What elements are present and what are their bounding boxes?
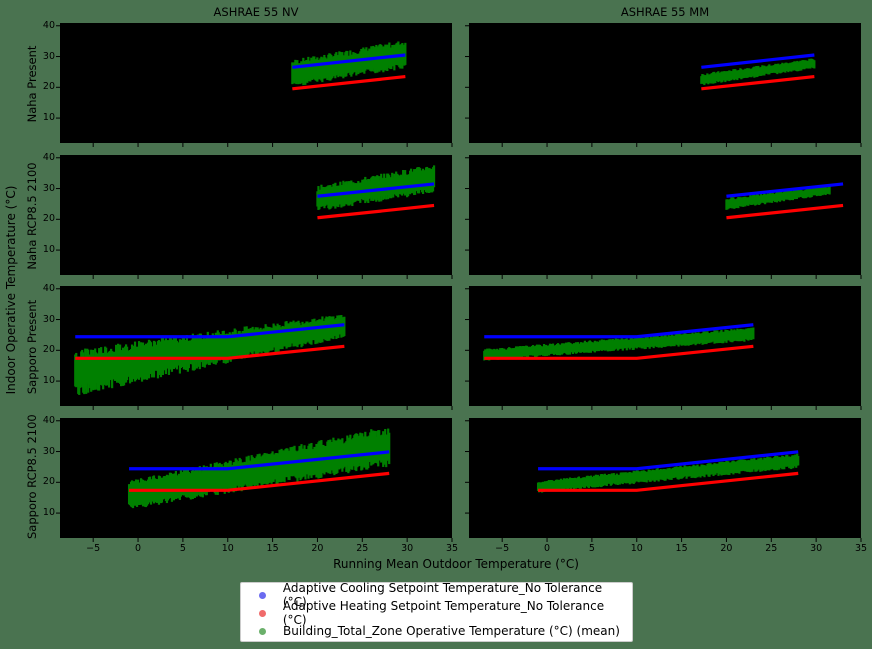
legend-item-operative: Building_Total_Zone Operative Temperatur… xyxy=(249,622,624,640)
cooling-setpoint-series xyxy=(292,53,406,69)
legend-marker-operative-icon xyxy=(259,627,266,635)
operative-temperature-scatter xyxy=(74,315,346,395)
subplot-sapporo-present-mm xyxy=(465,286,862,410)
heating-setpoint-series xyxy=(538,471,799,492)
x-tick-label: −5 xyxy=(86,543,101,554)
y-tick-label: 40 xyxy=(42,151,55,163)
x-tick-label: 10 xyxy=(221,543,234,554)
operative-temperature-scatter xyxy=(536,453,800,493)
cooling-setpoint-series xyxy=(701,53,815,69)
y-axis-title: Indoor Operative Temperature (°C) xyxy=(4,185,18,395)
heating-setpoint-series xyxy=(129,471,390,492)
operative-temperature-scatter xyxy=(316,165,436,210)
subplot-naha-rcp8-5-2100-mm xyxy=(465,155,862,279)
legend-item-heating: Adaptive Heating Setpoint Temperature_No… xyxy=(249,599,624,627)
subplot-sapporo-rcp8-5-2100-mm xyxy=(465,418,862,542)
heating-setpoint-series xyxy=(292,74,406,91)
heating-setpoint-series xyxy=(701,74,815,91)
x-tick-label: 15 xyxy=(675,543,688,554)
y-tick-label: 20 xyxy=(42,344,55,356)
cooling-setpoint-series xyxy=(317,182,435,198)
y-tick-label: 30 xyxy=(42,445,55,457)
x-tick-label: 0 xyxy=(544,543,551,554)
x-tick-label: −5 xyxy=(495,543,510,554)
legend-label-operative: Building_Total_Zone Operative Temperatur… xyxy=(283,624,620,638)
x-tick-label: 10 xyxy=(630,543,643,554)
x-tick-label: 35 xyxy=(854,543,868,554)
y-tick-label: 30 xyxy=(42,50,55,62)
legend-label-heating: Adaptive Heating Setpoint Temperature_No… xyxy=(282,599,605,627)
x-tick-label: 30 xyxy=(401,543,414,554)
legend-marker-heating-icon xyxy=(259,609,266,617)
x-tick-label: 30 xyxy=(810,543,823,554)
operative-temperature-scatter xyxy=(700,58,816,86)
operative-temperature-scatter xyxy=(483,327,755,361)
y-tick-label: 20 xyxy=(42,81,55,93)
x-tick-label: 25 xyxy=(765,543,778,554)
subplot-sapporo-rcp8-5-2100-nv xyxy=(56,418,453,542)
y-tick-label: 10 xyxy=(42,375,55,387)
subplot-naha-present-mm xyxy=(465,23,862,147)
heating-setpoint-series xyxy=(484,344,754,360)
x-tick-label: 20 xyxy=(311,543,324,554)
cooling-setpoint-series xyxy=(75,323,345,339)
y-tick-label: 30 xyxy=(42,313,55,325)
x-tick-label: 5 xyxy=(179,543,186,554)
column-title-mm: ASHRAE 55 MM xyxy=(620,5,710,19)
heating-setpoint-series xyxy=(75,344,345,360)
x-tick-label: 25 xyxy=(356,543,369,554)
y-tick-label: 10 xyxy=(42,507,55,519)
x-axis-title: Running Mean Outdoor Temperature (°C) xyxy=(333,557,579,571)
cooling-setpoint-series xyxy=(484,323,754,339)
x-tick-label: 20 xyxy=(720,543,733,554)
operative-temperature-scatter xyxy=(725,185,831,210)
legend: Adaptive Cooling Setpoint Temperature_No… xyxy=(240,581,633,642)
y-tick-label: 10 xyxy=(42,112,55,124)
subplot-naha-present-nv xyxy=(56,23,453,147)
heating-setpoint-series xyxy=(317,203,435,220)
y-tick-label: 40 xyxy=(42,282,55,294)
y-tick-label: 40 xyxy=(42,414,55,426)
subplot-naha-rcp8-5-2100-nv xyxy=(56,155,453,279)
x-tick-label: 5 xyxy=(588,543,595,554)
y-tick-label: 10 xyxy=(42,244,55,256)
heating-setpoint-series xyxy=(726,203,844,220)
legend-label-cooling: Adaptive Cooling Setpoint Temperature_No… xyxy=(282,581,603,609)
cooling-setpoint-series xyxy=(129,450,390,471)
cooling-setpoint-series xyxy=(726,182,844,198)
y-tick-label: 40 xyxy=(42,19,55,31)
x-tick-label: 15 xyxy=(266,543,279,554)
legend-item-cooling: Adaptive Cooling Setpoint Temperature_No… xyxy=(249,581,624,609)
y-tick-label: 30 xyxy=(42,182,55,194)
y-tick-label: 20 xyxy=(42,476,55,488)
cooling-setpoint-series xyxy=(538,450,799,471)
legend-marker-cooling-icon xyxy=(259,591,266,599)
column-title-nv: ASHRAE 55 NV xyxy=(213,5,299,19)
x-tick-label: 0 xyxy=(135,543,142,554)
subplot-sapporo-present-nv xyxy=(56,286,453,410)
x-tick-label: 35 xyxy=(445,543,459,554)
y-tick-label: 20 xyxy=(42,213,55,225)
